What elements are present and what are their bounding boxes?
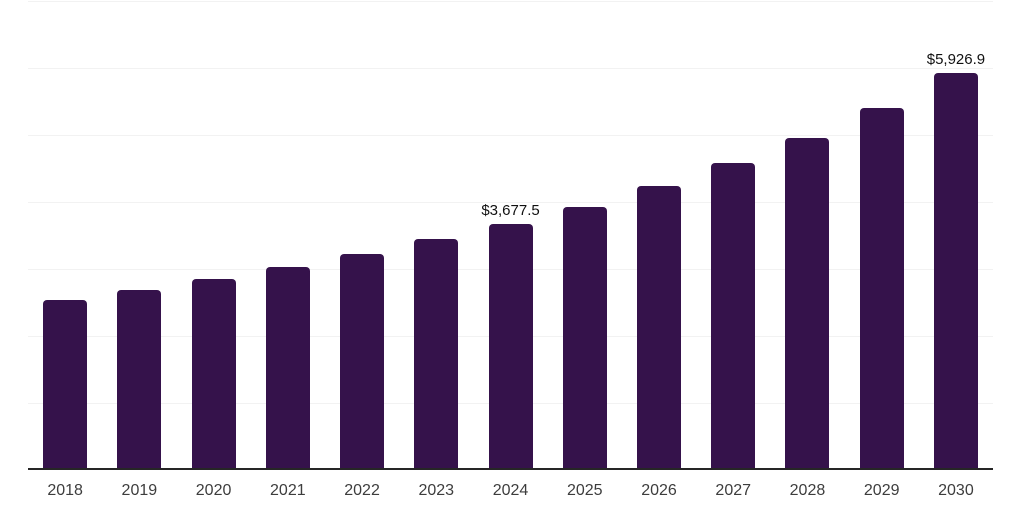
bar-2025: [562, 207, 607, 470]
gridline: [28, 202, 993, 204]
bar-slot: $5,926.9: [919, 1, 993, 470]
gridline: [28, 68, 993, 69]
bar-slot: [325, 1, 399, 470]
bar-2024: $3,677.5: [481, 202, 540, 470]
x-tick-label-2028: 2028: [789, 482, 826, 499]
bar-2026: [636, 186, 681, 470]
bar-slot: $3,677.5: [473, 1, 547, 470]
x-tick-label-2022: 2022: [344, 482, 380, 499]
x-tick-label-2027: 2027: [715, 482, 752, 499]
bar-2019: [117, 289, 162, 470]
bar-2023: [414, 238, 459, 470]
bar-2030: $5,926.9: [927, 51, 985, 470]
bar-slot: [622, 1, 696, 470]
bar-slot: [696, 1, 770, 470]
x-tick-label-2018: 2018: [47, 482, 83, 499]
bar-2028: [785, 137, 830, 470]
plot-area: $3,677.5 $5,926.9: [28, 1, 993, 470]
bar-slot: [770, 1, 844, 470]
x-tick-label-2030: 2030: [938, 482, 974, 499]
gridline: [28, 1, 993, 2]
bar-slot: [176, 1, 250, 470]
x-tick-label-2021: 2021: [270, 482, 306, 499]
bar-slot: [251, 1, 325, 470]
bar-value-label-2030: $5,926.9: [926, 50, 986, 68]
bar-2027: [711, 163, 756, 470]
bar-2018: [43, 300, 88, 470]
x-tick-label-2020: 2020: [195, 482, 232, 499]
bar-2022: [340, 254, 385, 470]
x-tick-label-2025: 2025: [566, 482, 603, 499]
x-axis-line: [28, 468, 993, 470]
x-tick-label-2023: 2023: [418, 482, 455, 499]
x-tick-label-2026: 2026: [641, 482, 677, 499]
bars-row: $3,677.5 $5,926.9: [28, 1, 993, 470]
bar-slot: [845, 1, 919, 470]
x-tick-label-2029: 2029: [863, 482, 900, 499]
gridline: [28, 135, 993, 136]
bar-slot: [548, 1, 622, 470]
x-tick-label-2019: 2019: [121, 482, 158, 499]
bar-slot: [28, 1, 102, 470]
x-axis-labels: 2018 2019 2020 2021 2022 2023 2024 2025 2026 2027…: [28, 482, 993, 500]
bar-slot: [102, 1, 176, 470]
bar-2029: [859, 107, 904, 470]
x-tick-label-2024: 2024: [492, 482, 529, 499]
bar-2021: [265, 267, 310, 470]
bar-slot: [399, 1, 473, 470]
bar-value-label-2024: $3,677.5: [481, 201, 540, 219]
bar-2020: [191, 279, 236, 470]
